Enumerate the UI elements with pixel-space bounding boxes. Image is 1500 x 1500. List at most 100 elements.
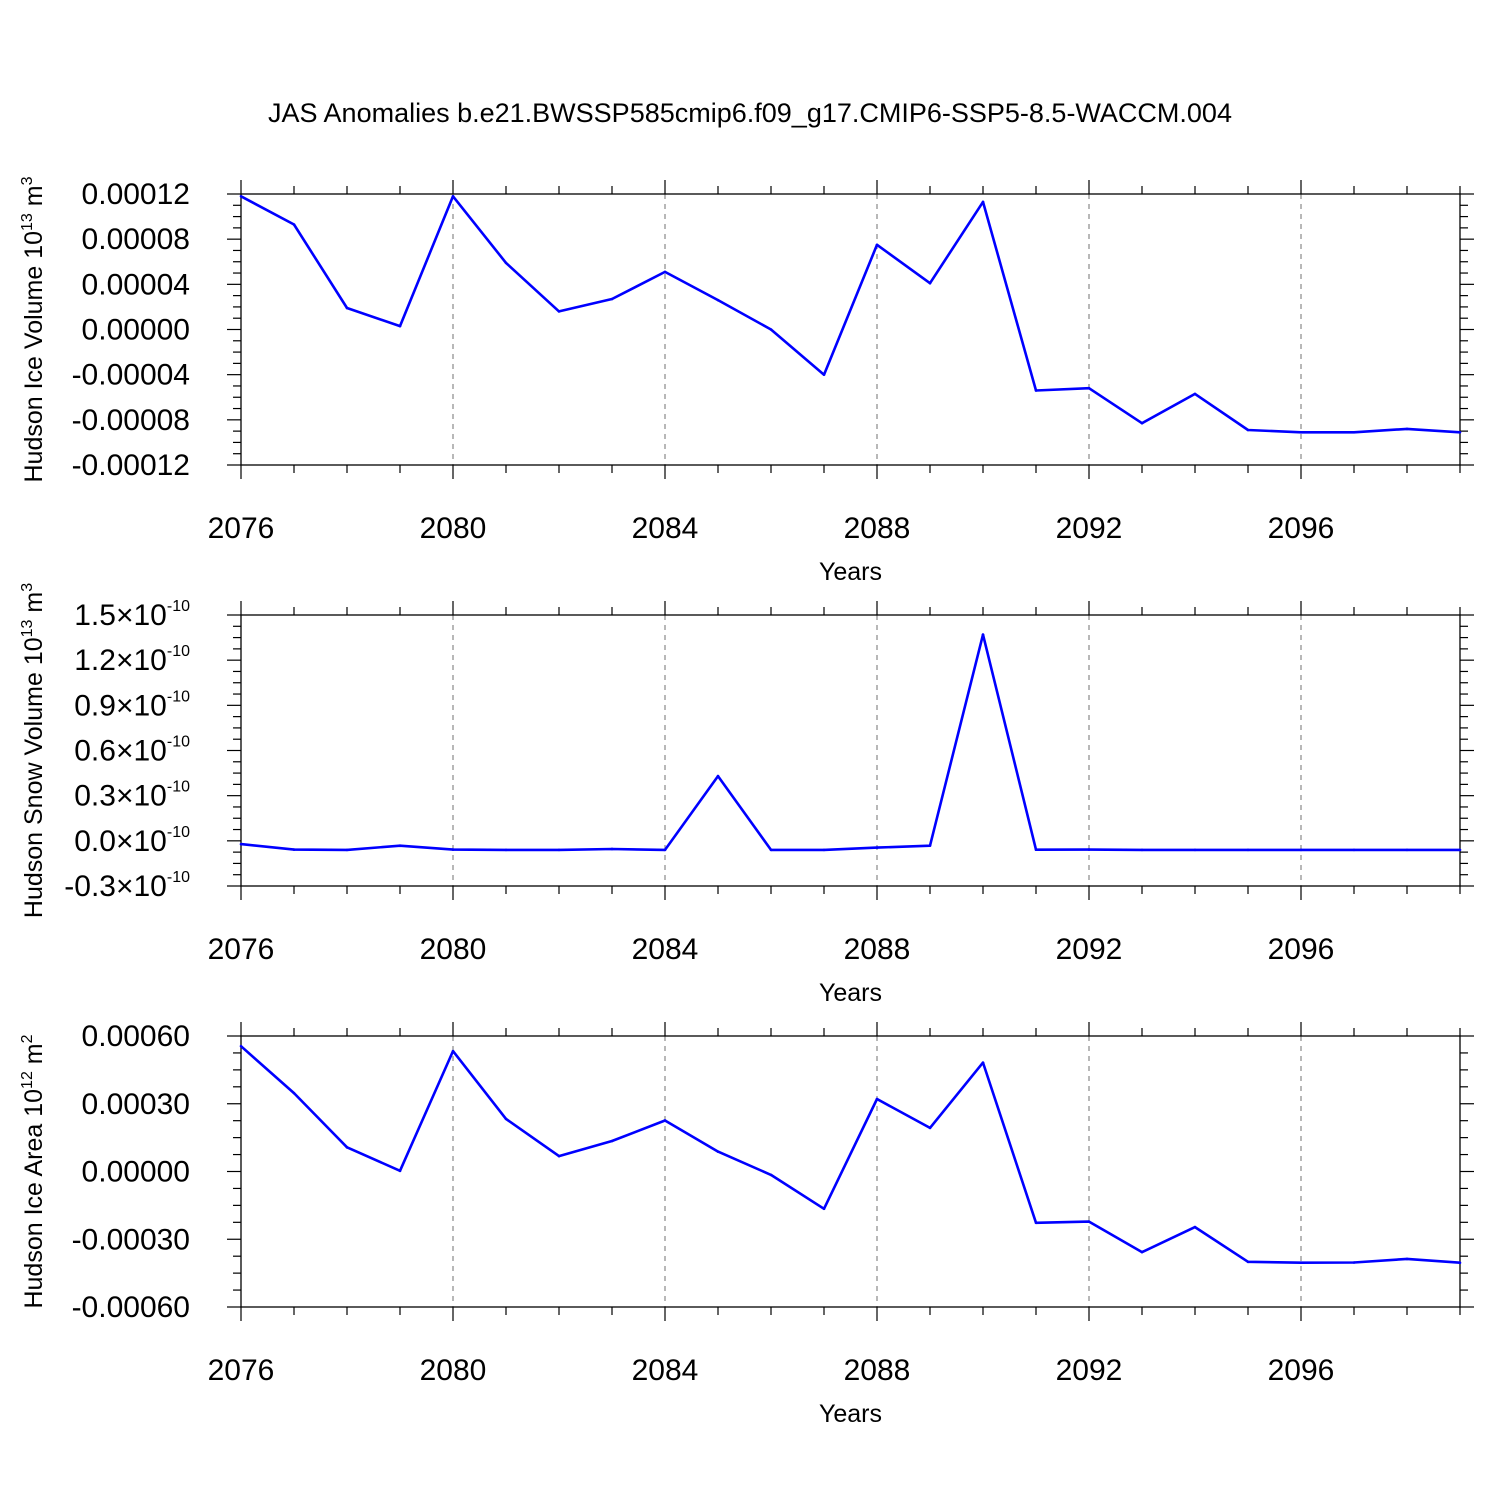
panels: 0.00012 0.00008 0.00004 0.00000 -0.00004 -0.0… xyxy=(19,176,1474,1428)
series-line-ice-volume xyxy=(240,195,1461,434)
y-tick-label: -0.00030 xyxy=(72,1223,190,1256)
plot-frame xyxy=(240,193,1461,466)
y-tick-label: 1.5×10-10 xyxy=(74,598,190,632)
data-point xyxy=(345,1146,349,1149)
data-point xyxy=(239,194,243,198)
x-tick-label-2096: 2096 xyxy=(1268,1354,1335,1387)
data-point xyxy=(345,848,349,852)
y-tick-label: 0.9×10-10 xyxy=(74,688,190,722)
data-point xyxy=(398,1169,402,1173)
data-point xyxy=(1193,848,1197,852)
data-point xyxy=(1193,1225,1197,1229)
data-point xyxy=(1405,848,1409,852)
data-point xyxy=(1299,1261,1303,1265)
data-point xyxy=(504,261,508,265)
data-point xyxy=(239,1044,243,1048)
data-point xyxy=(1405,1257,1409,1261)
y-tick-label: 0.0×10-10 xyxy=(74,824,190,858)
data-point xyxy=(928,1126,932,1130)
chart-title: JAS Anomalies b.e21.BWSSP585cmip6.f09_g1… xyxy=(268,98,1232,128)
data-point xyxy=(398,324,402,328)
y-axis-label: Hudson Ice Volume 1013 m3 xyxy=(19,176,48,482)
x-tick-label-2092: 2092 xyxy=(1056,933,1123,966)
data-point xyxy=(1352,1261,1356,1264)
y-axis-label: Hudson Ice Area 1012 m2 xyxy=(19,1034,48,1308)
x-tick-label-2088: 2088 xyxy=(844,512,911,545)
y-tick-label: 0.00004 xyxy=(82,268,190,301)
panel-ice-volume: 0.00012 0.00008 0.00004 0.00000 -0.00004 -0.0… xyxy=(19,176,1474,586)
data-point xyxy=(1034,848,1038,852)
data-point xyxy=(292,1091,296,1095)
data-point xyxy=(504,848,508,852)
data-point xyxy=(769,328,773,331)
data-point xyxy=(345,306,349,310)
data-point xyxy=(610,297,614,301)
data-point xyxy=(1034,1221,1038,1225)
data-point xyxy=(822,1207,826,1211)
data-point xyxy=(1140,421,1144,425)
y-tick-label: 0.3×10-10 xyxy=(74,779,190,813)
plot-frame xyxy=(240,614,1461,887)
x-tick-label-2092: 2092 xyxy=(1056,1354,1123,1387)
y-tick-label: 0.00030 xyxy=(82,1088,190,1121)
data-point xyxy=(1246,848,1250,852)
data-point xyxy=(1352,430,1356,434)
series-line-ice-area xyxy=(240,1045,1461,1264)
data-point xyxy=(292,223,296,226)
y-tick-label: 0.00000 xyxy=(82,314,190,347)
x-tick-label-2084: 2084 xyxy=(632,512,699,545)
x-tick-label-2092: 2092 xyxy=(1056,512,1123,545)
x-tick-label-2080: 2080 xyxy=(420,512,487,545)
x-tick-label-2080: 2080 xyxy=(420,933,487,966)
y-tick-label: 0.6×10-10 xyxy=(74,734,190,768)
x-tick-label-2096: 2096 xyxy=(1268,933,1335,966)
data-point xyxy=(1246,428,1250,432)
panel-ice-area: 0.00060 0.00030 0.00000 -0.00030 -0.00060 207… xyxy=(19,1020,1474,1428)
data-point xyxy=(451,1049,455,1053)
y-tick-label: -0.00008 xyxy=(72,404,190,437)
data-point xyxy=(981,633,985,636)
data-point xyxy=(716,774,720,778)
data-point xyxy=(239,842,243,846)
data-point xyxy=(610,1139,614,1143)
y-axis-label: Hudson Snow Volume 1013 m3 xyxy=(19,583,48,918)
y-tick-label: 0.00060 xyxy=(82,1020,190,1053)
y-tick-label: 0.00000 xyxy=(82,1156,190,1189)
x-axis-label: Years xyxy=(819,1400,882,1428)
data-point xyxy=(769,1173,773,1177)
y-tick-label: 0.00012 xyxy=(82,178,190,211)
data-point xyxy=(1246,1260,1250,1264)
y-tick-label: 1.2×10-10 xyxy=(74,643,190,677)
data-point xyxy=(1140,1250,1144,1254)
x-tick-label-2084: 2084 xyxy=(632,1354,699,1387)
data-point xyxy=(875,1097,879,1101)
data-point xyxy=(928,844,932,847)
data-point xyxy=(398,844,402,847)
panel-snow-volume: 1.5×10-10 1.2×10-10 0.9×10-10 0.6×10-10 0.3×… xyxy=(19,583,1474,1007)
x-tick-label-2076: 2076 xyxy=(208,933,275,966)
x-tick-label-2084: 2084 xyxy=(632,933,699,966)
data-point xyxy=(1087,386,1091,390)
data-point xyxy=(1087,1220,1091,1223)
data-point xyxy=(875,846,879,849)
y-tick-label: -0.00004 xyxy=(72,359,190,392)
data-point xyxy=(1140,848,1144,852)
x-tick-label-2088: 2088 xyxy=(844,1354,911,1387)
data-point xyxy=(1193,392,1197,396)
data-point xyxy=(557,848,561,852)
data-point xyxy=(769,848,773,852)
data-point xyxy=(1458,848,1462,852)
data-point xyxy=(1458,1261,1462,1265)
data-point xyxy=(1299,430,1303,434)
data-point xyxy=(663,270,667,274)
x-axis-label: Years xyxy=(819,558,882,586)
data-point xyxy=(610,847,614,851)
series-line-snow-volume xyxy=(240,633,1460,852)
data-point xyxy=(292,848,296,851)
data-point xyxy=(1352,848,1356,852)
x-tick-label-2088: 2088 xyxy=(844,933,911,966)
data-point xyxy=(1087,848,1091,851)
data-point xyxy=(504,1117,508,1121)
y-tick-label: -0.3×10-10 xyxy=(64,869,190,903)
